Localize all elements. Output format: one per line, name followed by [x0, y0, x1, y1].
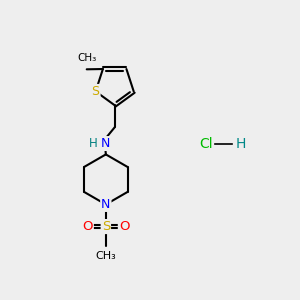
- Text: H: H: [89, 137, 98, 150]
- Text: CH₃: CH₃: [77, 53, 96, 63]
- Text: H: H: [236, 137, 246, 151]
- Text: CH₃: CH₃: [95, 251, 116, 261]
- Text: O: O: [119, 220, 129, 233]
- Text: O: O: [82, 220, 93, 233]
- Text: Cl: Cl: [200, 137, 213, 151]
- Text: S: S: [92, 85, 100, 98]
- Text: N: N: [101, 198, 110, 211]
- Text: S: S: [102, 220, 110, 233]
- Text: N: N: [100, 137, 110, 150]
